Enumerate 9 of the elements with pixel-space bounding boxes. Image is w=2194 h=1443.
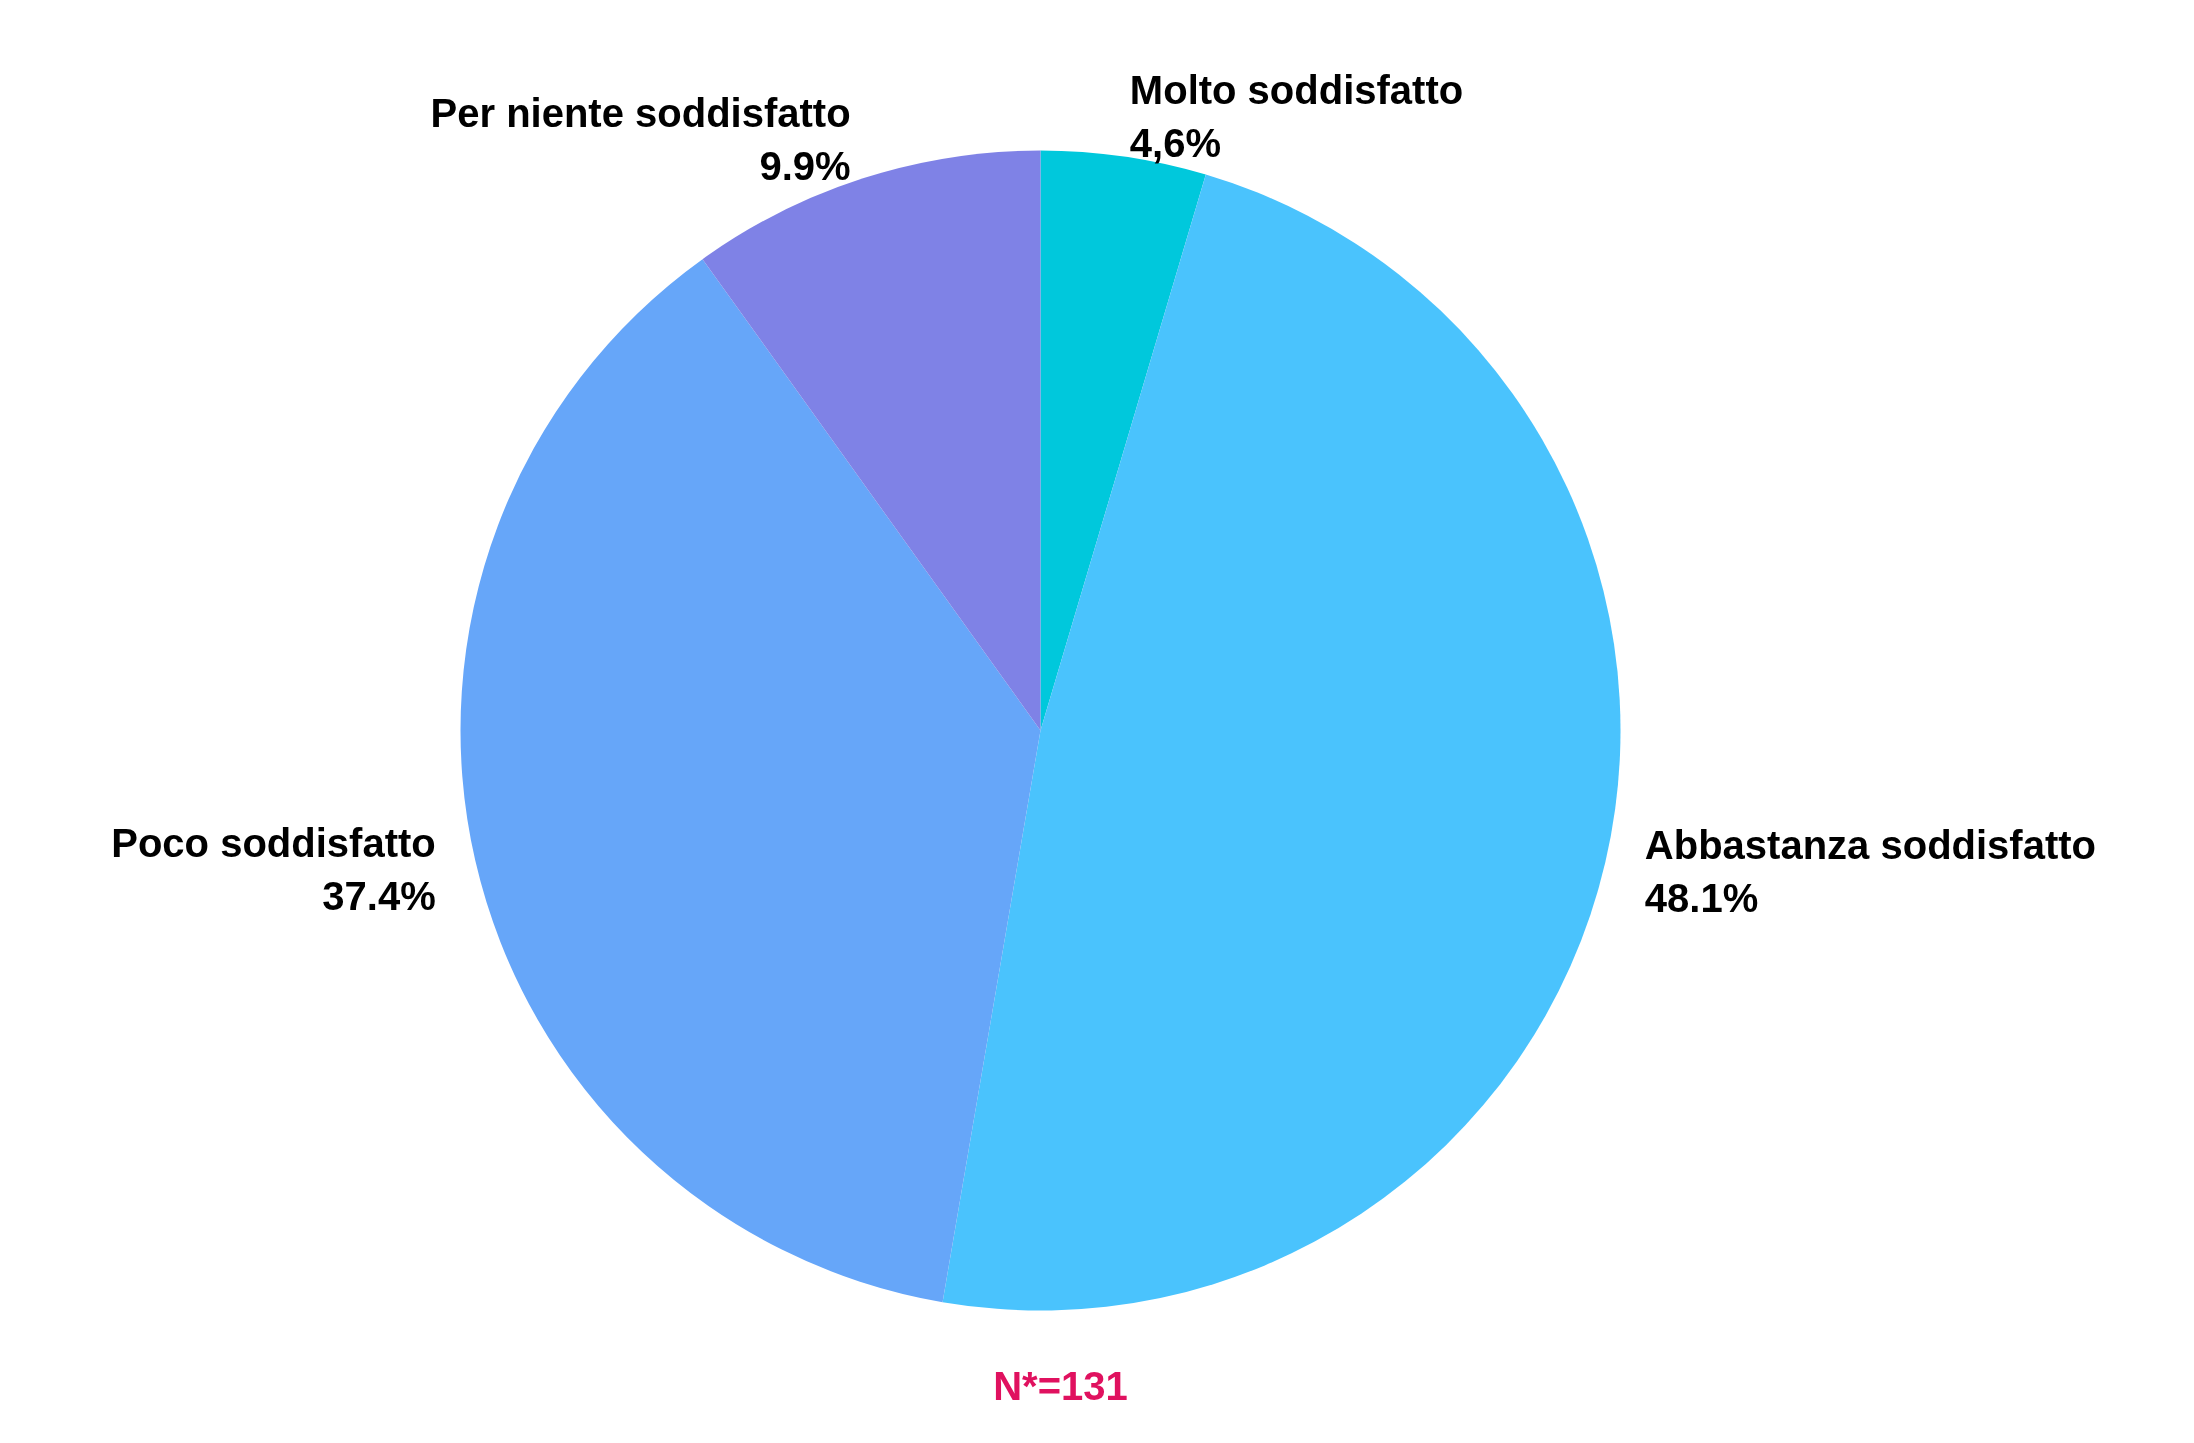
slice-label: Abbastanza soddisfatto	[1644, 823, 2097, 868]
data-label: 4,6%	[1129, 120, 1222, 165]
slice-label: Per niente soddisfatto	[430, 91, 851, 136]
data-label: 37.4%	[322, 874, 436, 919]
slice-label: Molto soddisfatto	[1129, 67, 1464, 112]
slice-label: Poco soddisfatto	[111, 821, 436, 866]
text: N*=131	[993, 1363, 1128, 1408]
data-label: 48.1%	[1644, 875, 1759, 920]
data-label: 9.9%	[759, 144, 851, 189]
